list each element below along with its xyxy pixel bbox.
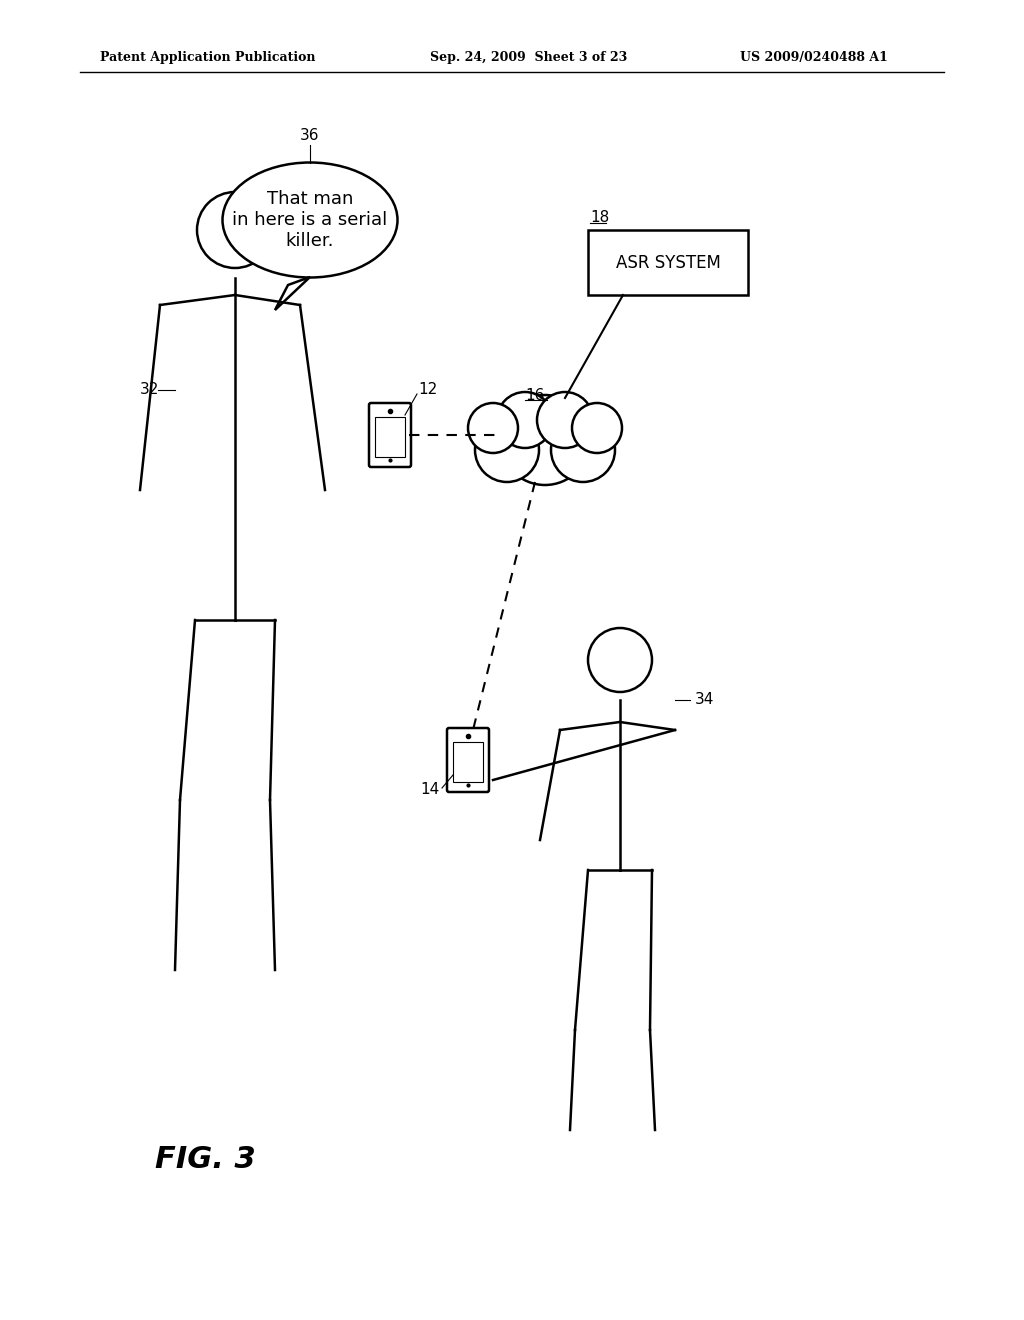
- Text: That man
in here is a serial
killer.: That man in here is a serial killer.: [232, 190, 388, 249]
- Circle shape: [572, 403, 622, 453]
- Ellipse shape: [222, 162, 397, 277]
- Circle shape: [537, 392, 593, 447]
- FancyBboxPatch shape: [369, 403, 411, 467]
- Text: 16: 16: [525, 388, 545, 403]
- Text: 36: 36: [300, 128, 319, 143]
- Circle shape: [500, 395, 590, 484]
- Circle shape: [468, 403, 518, 453]
- Circle shape: [475, 418, 539, 482]
- Text: US 2009/0240488 A1: US 2009/0240488 A1: [740, 51, 888, 65]
- Text: Patent Application Publication: Patent Application Publication: [100, 51, 315, 65]
- Text: 32: 32: [140, 383, 160, 397]
- Text: 34: 34: [695, 693, 715, 708]
- Text: 18: 18: [590, 210, 609, 226]
- Text: ASR SYSTEM: ASR SYSTEM: [615, 253, 721, 272]
- Text: 14: 14: [421, 783, 440, 797]
- Text: Sep. 24, 2009  Sheet 3 of 23: Sep. 24, 2009 Sheet 3 of 23: [430, 51, 628, 65]
- Polygon shape: [275, 277, 310, 310]
- Circle shape: [497, 392, 553, 447]
- FancyBboxPatch shape: [447, 729, 489, 792]
- FancyBboxPatch shape: [588, 230, 748, 294]
- Circle shape: [551, 418, 615, 482]
- Text: 12: 12: [418, 383, 437, 397]
- Text: FIG. 3: FIG. 3: [155, 1146, 256, 1175]
